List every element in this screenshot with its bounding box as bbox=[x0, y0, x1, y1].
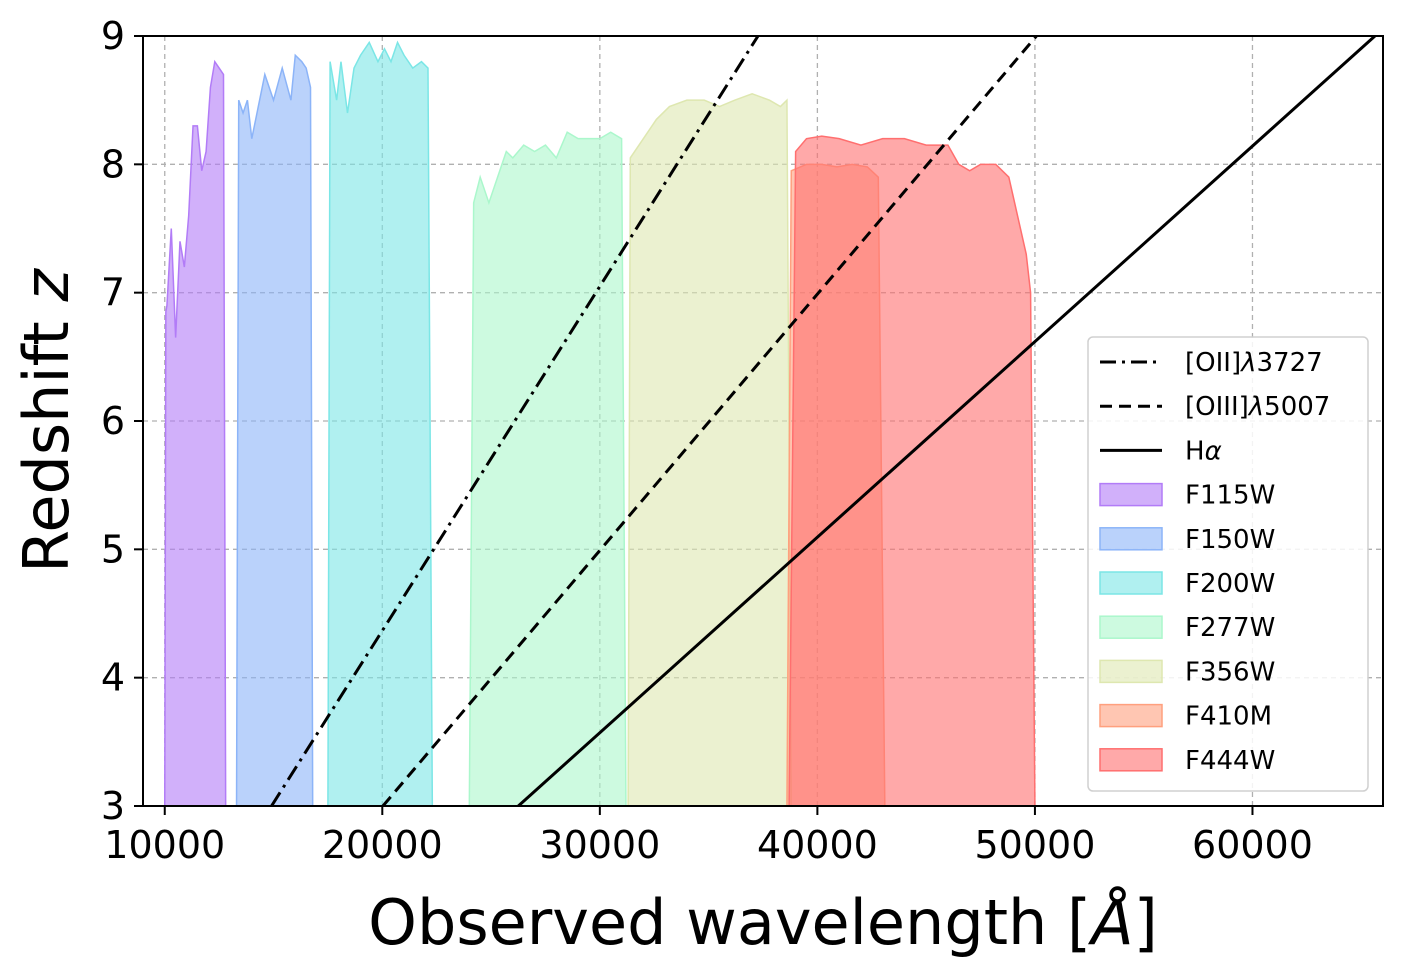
x-tick-label: 50000 bbox=[974, 823, 1095, 867]
y-tick-label: 5 bbox=[101, 527, 125, 571]
y-tick-label: 8 bbox=[101, 142, 125, 186]
x-axis-title: Observed wavelength [Å] bbox=[368, 886, 1158, 959]
y-axis-title: Redshift z bbox=[10, 268, 83, 573]
legend-filter-label: F356W bbox=[1185, 657, 1275, 687]
emission-line-1 bbox=[381, 36, 1038, 806]
emission-lines bbox=[270, 36, 1376, 806]
x-axis-title-unit: Å bbox=[1087, 886, 1133, 959]
x-tick-label: 40000 bbox=[757, 823, 878, 867]
legend: [OII]λ3727 [OIII]λ5007 Hα F115W F150W F200W F2… bbox=[1087, 336, 1369, 792]
legend-swatch-f115w bbox=[1099, 482, 1163, 507]
legend-line-label: Hα bbox=[1185, 436, 1222, 466]
legend-line-label: [OII]λ3727 bbox=[1185, 348, 1323, 378]
legend-swatch-f444w bbox=[1099, 748, 1163, 772]
legend-swatch-f150w bbox=[1099, 527, 1163, 551]
legend-filter-label: F115W bbox=[1185, 481, 1275, 511]
legend-filter-label: F150W bbox=[1185, 525, 1275, 555]
legend-swatch-f410m bbox=[1099, 703, 1163, 728]
y-tick-label: 9 bbox=[101, 14, 125, 58]
legend-swatch-f200w bbox=[1099, 571, 1163, 595]
axis-ticks: 10000 20000 30000 40000 50000 60000 3 4 5 6 7 8 9 bbox=[101, 14, 1313, 867]
x-tick-label: 30000 bbox=[539, 823, 660, 867]
y-tick-label: 6 bbox=[101, 399, 125, 443]
legend-filter-label: F200W bbox=[1185, 569, 1275, 599]
emission-line-2 bbox=[517, 36, 1376, 806]
legend-filter-label: F277W bbox=[1185, 613, 1275, 643]
x-tick-label: 20000 bbox=[322, 823, 443, 867]
filter-band-f356w bbox=[627, 92, 793, 807]
y-axis-title-text: Redshift bbox=[10, 302, 83, 573]
x-tick-label: 10000 bbox=[104, 823, 225, 867]
filter-band-f115w bbox=[164, 59, 228, 807]
x-axis-title-close: ] bbox=[1134, 886, 1158, 959]
y-tick-label: 7 bbox=[101, 271, 125, 315]
y-tick-label: 4 bbox=[101, 656, 125, 700]
legend-swatch-f277w bbox=[1099, 615, 1163, 639]
legend-swatch-f356w bbox=[1099, 659, 1163, 684]
legend-filter-label: F410M bbox=[1185, 702, 1272, 732]
filter-band-f277w bbox=[468, 131, 627, 807]
emission-line-0 bbox=[270, 36, 760, 806]
y-tick-label: 3 bbox=[101, 784, 125, 828]
x-axis-title-text: Observed wavelength [ bbox=[368, 886, 1091, 959]
filter-bands bbox=[164, 40, 1040, 807]
x-tick-label: 60000 bbox=[1192, 823, 1313, 867]
filter-band-f444w bbox=[788, 135, 1040, 807]
filter-band-f200w bbox=[327, 40, 435, 807]
legend-filter-label: F444W bbox=[1185, 746, 1275, 776]
y-axis-title-var: z bbox=[10, 268, 83, 303]
legend-items: [OII]λ3727 [OIII]λ5007 Hα F115W F150W F200W F2… bbox=[1099, 348, 1330, 776]
filter-band-f150w bbox=[235, 53, 314, 807]
legend-line-label: [OIII]λ5007 bbox=[1185, 392, 1330, 422]
